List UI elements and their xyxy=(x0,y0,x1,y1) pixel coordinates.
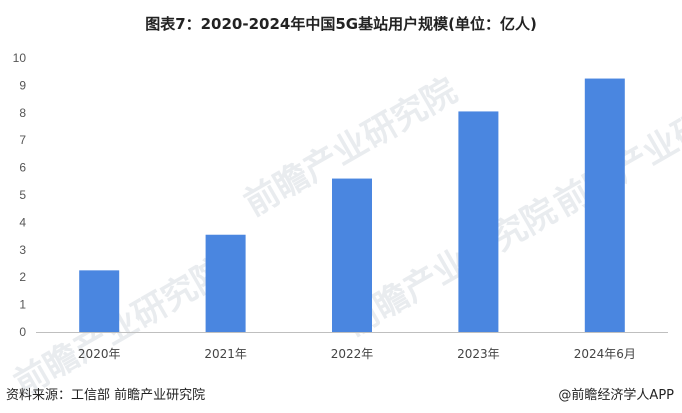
x-tick-label: 2020年 xyxy=(78,347,121,361)
y-tick-label: 8 xyxy=(19,106,26,120)
y-tick-label: 4 xyxy=(19,215,26,229)
x-tick-label: 2024年6月 xyxy=(574,347,636,361)
bar xyxy=(79,270,120,332)
y-tick-label: 2 xyxy=(19,270,26,284)
y-tick-label: 3 xyxy=(19,243,26,257)
bar xyxy=(458,111,499,333)
y-tick-label: 5 xyxy=(19,188,26,202)
x-tick-label: 2022年 xyxy=(331,347,374,361)
y-tick-label: 7 xyxy=(19,133,26,147)
bar xyxy=(332,178,372,332)
x-axis: 2020年 2021年 2022年 2023年 2024年6月 xyxy=(78,347,636,361)
bars xyxy=(79,78,625,333)
x-tick-label: 2021年 xyxy=(204,347,247,361)
bar xyxy=(205,234,246,332)
y-tick-label: 0 xyxy=(19,325,26,339)
publisher-credit: @前瞻经济学人APP xyxy=(558,388,674,403)
y-tick-label: 6 xyxy=(19,161,26,175)
source-note: 资料来源：工信部 前瞻产业研究院 xyxy=(6,388,206,403)
y-tick-label: 1 xyxy=(19,298,26,312)
y-tick-label: 9 xyxy=(19,78,26,92)
chart-title: 图表7：2020-2024年中国5G基站用户规模(单位：亿人) xyxy=(145,15,537,33)
y-axis: 0 1 2 3 4 5 6 7 8 9 10 xyxy=(13,51,27,339)
y-tick-label: 10 xyxy=(13,51,27,65)
x-tick-label: 2023年 xyxy=(457,347,500,361)
bar xyxy=(584,78,625,332)
